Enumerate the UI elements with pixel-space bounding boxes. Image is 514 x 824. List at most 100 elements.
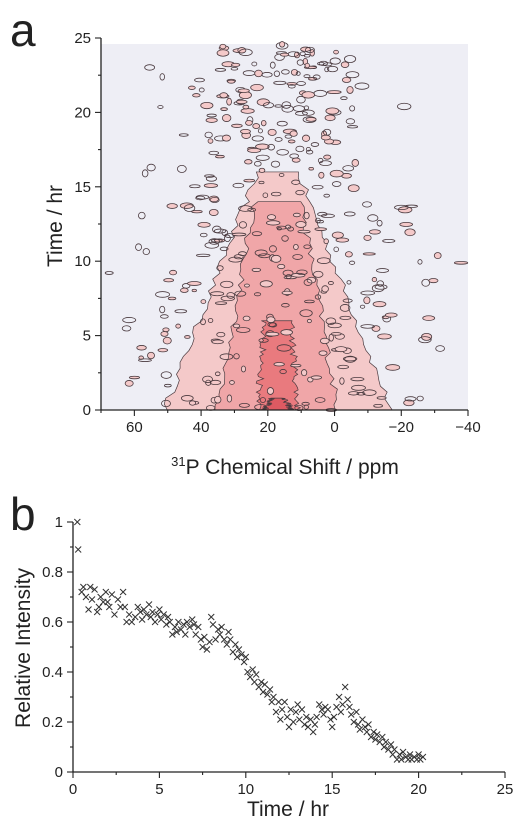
noise-contour (295, 189, 305, 196)
noise-contour (251, 267, 262, 272)
noise-contour (240, 128, 251, 135)
noise-contour (322, 128, 332, 136)
data-point-x-marker (370, 728, 378, 736)
data-point-x-marker (344, 696, 352, 703)
noise-contour (397, 102, 412, 111)
data-point-x-marker (232, 641, 239, 648)
noise-contour (376, 280, 384, 287)
noise-contour (340, 61, 350, 68)
data-point-x-marker (131, 613, 139, 621)
noise-contour (160, 331, 169, 337)
noise-contour (237, 88, 250, 94)
data-point-x-marker (200, 633, 208, 641)
data-point-x-marker (88, 596, 96, 603)
noise-contour (346, 280, 352, 285)
noise-contour (169, 269, 178, 276)
noise-contour (162, 336, 172, 345)
noise-contour (327, 65, 339, 73)
noise-contour (231, 123, 243, 128)
panel-b-x-tick-label: 10 (237, 781, 254, 798)
noise-contour (296, 59, 304, 66)
noise-contour (160, 371, 172, 379)
noise-contour (209, 379, 222, 386)
noise-contour (213, 228, 227, 234)
noise-contour (340, 96, 348, 101)
data-point-x-marker (339, 701, 346, 708)
panel-b-xlabel: Time / hr (247, 798, 329, 821)
noise-contour (301, 91, 316, 99)
data-point-x-marker (281, 698, 289, 706)
data-point-x-marker (347, 711, 355, 718)
noise-contour (422, 315, 436, 321)
noise-contour (219, 353, 234, 360)
data-point-x-marker (373, 731, 381, 738)
data-point-x-marker (272, 708, 280, 716)
data-point-x-marker (119, 588, 127, 596)
noise-contour (269, 61, 276, 69)
noise-contour (220, 295, 235, 302)
data-point-x-marker (160, 611, 168, 618)
noise-contour (351, 384, 366, 391)
noise-contour (293, 51, 301, 59)
noise-contour (333, 49, 339, 55)
noise-contour (337, 364, 349, 370)
noise-contour (349, 105, 356, 112)
noise-contour (180, 287, 189, 293)
data-point-x-marker (128, 618, 136, 626)
noise-contour (343, 211, 356, 217)
noise-contour (251, 135, 264, 142)
noise-contour (376, 396, 387, 400)
noise-contour (220, 107, 228, 111)
noise-contour (258, 167, 266, 173)
data-point-x-marker (97, 593, 105, 601)
data-point-x-marker (309, 728, 317, 736)
noise-contour (138, 211, 146, 220)
data-point-x-marker (134, 603, 142, 611)
data-point-x-marker (301, 721, 308, 728)
noise-contour (333, 246, 339, 253)
noise-contour (359, 304, 366, 309)
noise-contour (136, 345, 147, 351)
noise-contour (262, 102, 274, 109)
noise-contour (339, 377, 345, 385)
noise-contour (330, 332, 342, 336)
noise-contour (235, 99, 248, 105)
noise-contour (327, 322, 342, 329)
noise-contour (363, 296, 371, 305)
noise-contour (326, 90, 342, 94)
noise-contour (251, 231, 263, 237)
noise-contour (308, 77, 318, 81)
noise-contour (428, 278, 439, 284)
noise-contour (347, 391, 360, 396)
noise-contour (311, 185, 324, 190)
noise-contour (216, 49, 230, 57)
data-point-x-marker (199, 643, 206, 651)
noise-contour (161, 399, 171, 408)
noise-contour (416, 395, 424, 402)
data-point-x-marker (151, 618, 159, 626)
noise-contour (289, 153, 300, 159)
data-point-x-marker (194, 623, 202, 631)
noise-contour (453, 261, 469, 265)
panel-a-xlabel-text: P Chemical Shift / ppm (186, 456, 399, 479)
panel-a-axes: 60 40 20 0 −20 −40 0 5 10 15 20 25 (74, 30, 480, 436)
data-point-x-marker (183, 618, 191, 626)
noise-contour (290, 363, 302, 368)
scatter-markers (73, 518, 427, 763)
noise-contour (421, 278, 431, 287)
noise-contour (299, 51, 306, 57)
noise-contour (206, 113, 217, 118)
noise-contour (166, 203, 178, 209)
noise-contour (367, 214, 379, 222)
contour-band-2 (214, 201, 338, 411)
noise-contour (374, 284, 388, 290)
noise-contour (323, 193, 330, 198)
noise-contour (346, 86, 354, 94)
noise-contour (295, 145, 305, 153)
noise-contour (342, 356, 358, 362)
noise-contour (301, 134, 311, 142)
noise-contour (183, 204, 196, 212)
noise-contour (341, 76, 352, 83)
noise-contour (187, 281, 202, 286)
noise-contour (377, 333, 392, 340)
